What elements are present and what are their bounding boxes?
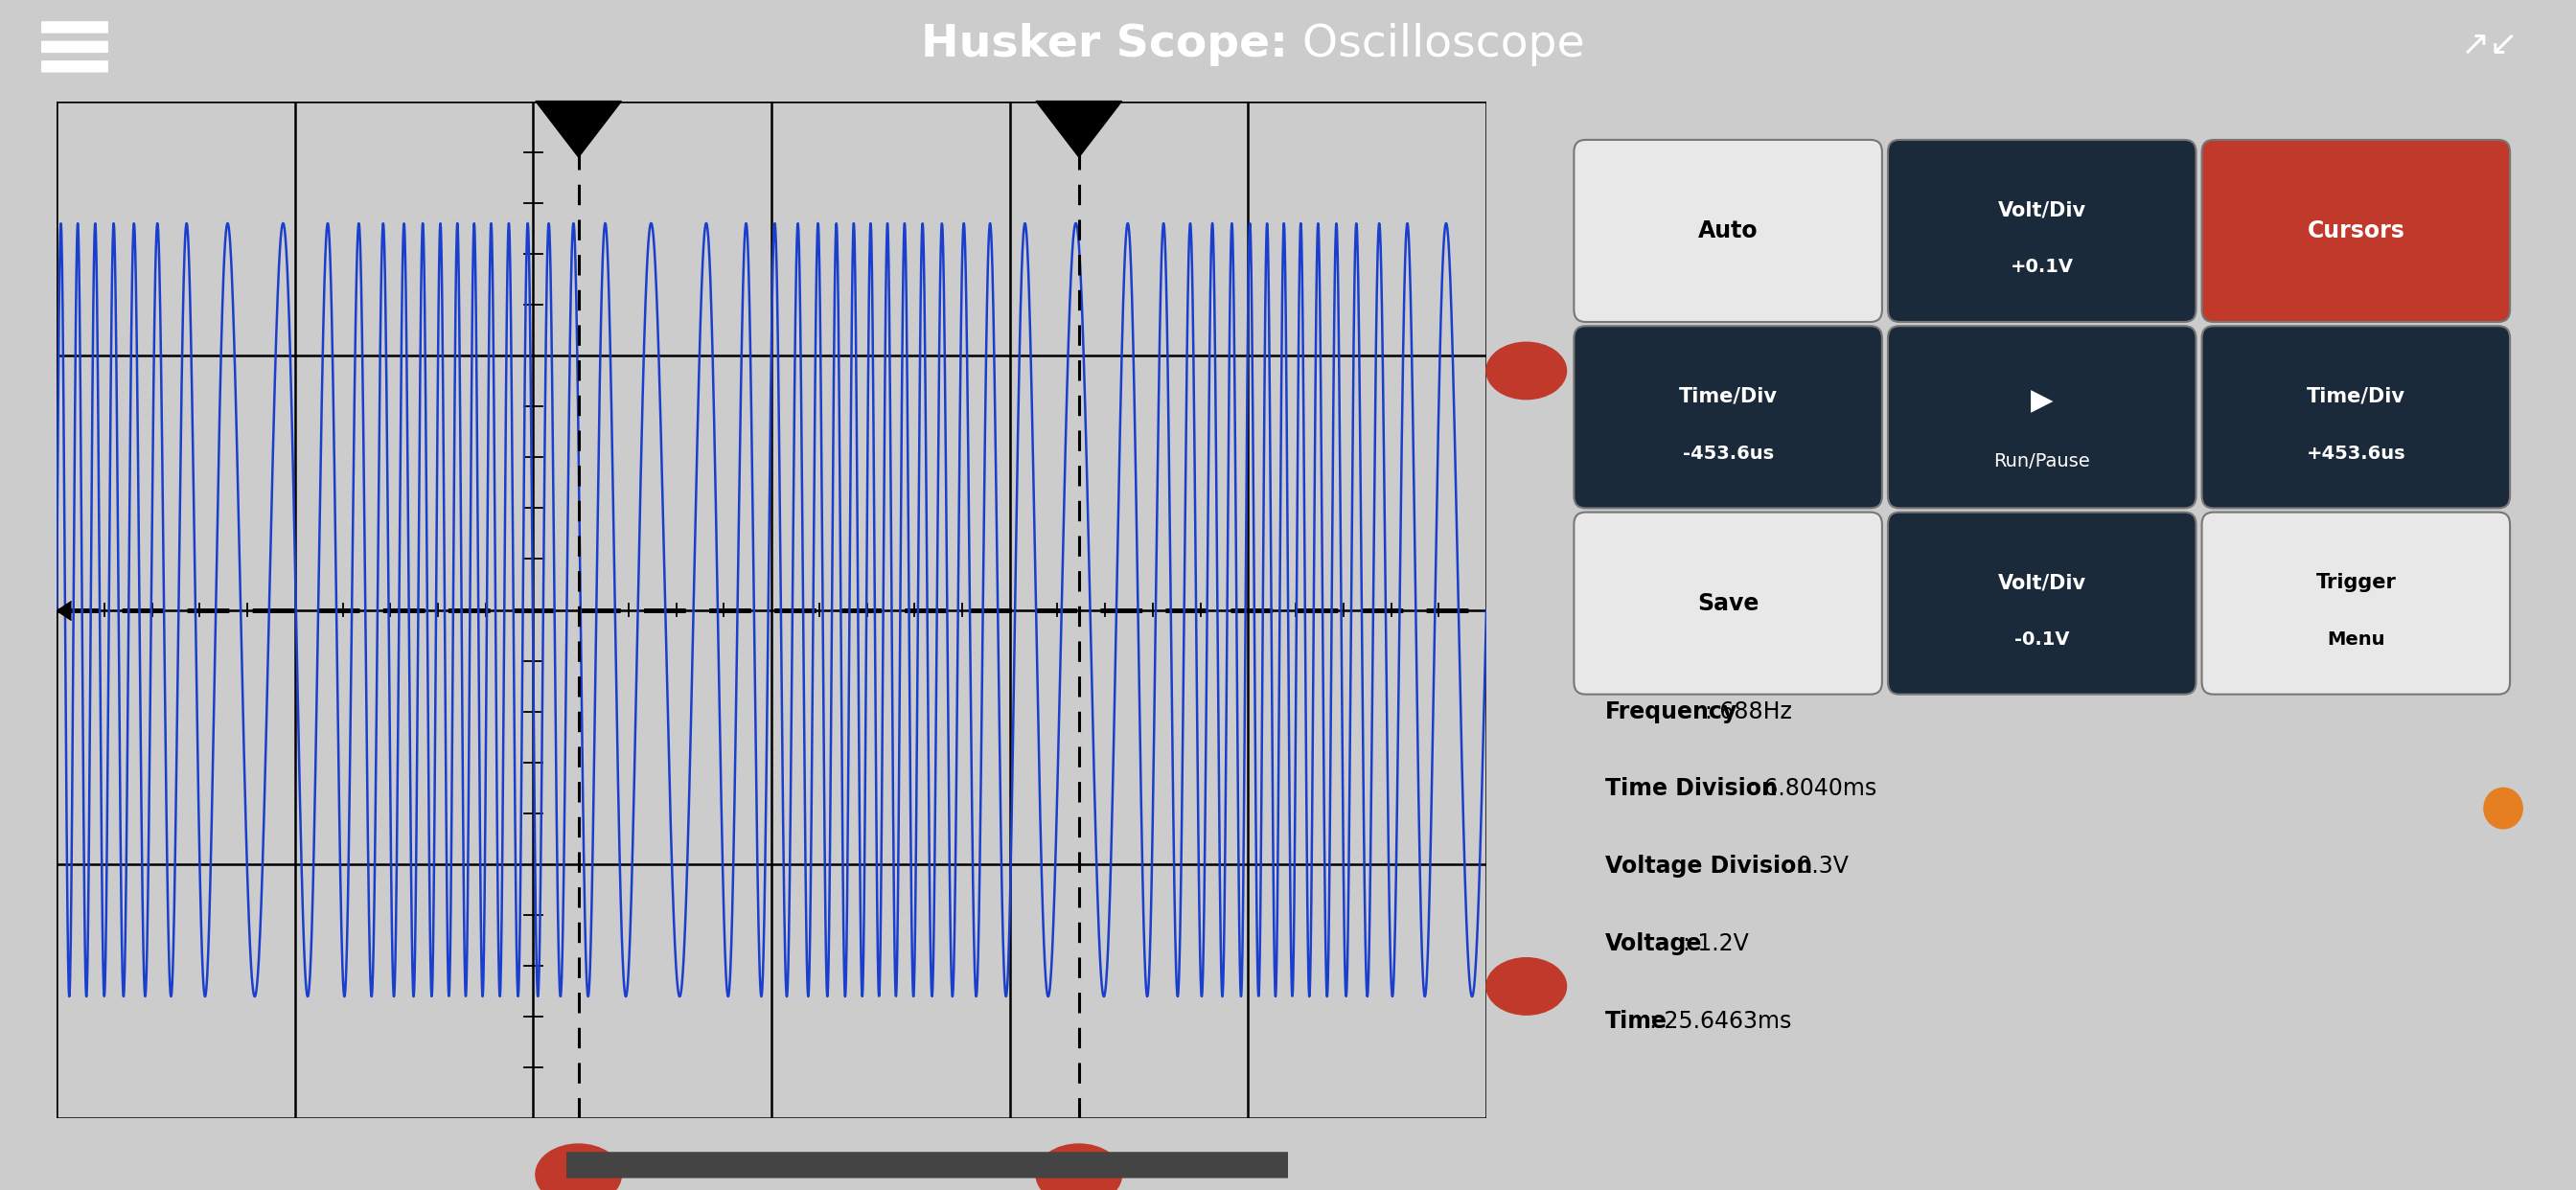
Text: Time Division: Time Division (1605, 777, 1777, 801)
Text: Menu: Menu (2326, 631, 2385, 649)
FancyBboxPatch shape (1574, 326, 1883, 508)
Circle shape (1486, 958, 1566, 1015)
FancyBboxPatch shape (1888, 326, 2195, 508)
FancyBboxPatch shape (41, 21, 108, 33)
Text: -0.1V: -0.1V (2014, 631, 2069, 649)
Text: +453.6us: +453.6us (2306, 444, 2406, 463)
FancyBboxPatch shape (1574, 512, 1883, 694)
FancyBboxPatch shape (531, 1152, 1324, 1178)
Polygon shape (1036, 101, 1121, 157)
Text: Cursors: Cursors (2308, 219, 2406, 243)
Text: Voltage: Voltage (1605, 932, 1703, 956)
Text: : 25.6463ms: : 25.6463ms (1649, 1009, 1790, 1033)
Text: Husker Scope:: Husker Scope: (922, 23, 1288, 67)
Circle shape (1036, 1144, 1121, 1190)
Text: Oscilloscope: Oscilloscope (1288, 23, 1584, 67)
Text: ▶: ▶ (2030, 388, 2053, 415)
Text: Time: Time (1605, 1009, 1667, 1033)
Text: Time/Div: Time/Div (2306, 387, 2406, 406)
Text: Auto: Auto (1698, 219, 1757, 243)
FancyBboxPatch shape (41, 61, 108, 73)
Text: Voltage Division: Voltage Division (1605, 854, 1811, 878)
Polygon shape (536, 101, 621, 157)
Text: Frequency: Frequency (1605, 700, 1736, 724)
FancyBboxPatch shape (41, 40, 108, 52)
Text: Trigger: Trigger (2316, 574, 2396, 593)
FancyBboxPatch shape (2202, 326, 2509, 508)
FancyBboxPatch shape (1888, 512, 2195, 694)
Text: ↗↙: ↗↙ (2460, 29, 2519, 61)
FancyBboxPatch shape (1574, 139, 1883, 322)
Circle shape (536, 1144, 621, 1190)
Text: -453.6us: -453.6us (1682, 444, 1775, 463)
FancyBboxPatch shape (2202, 139, 2509, 322)
Text: +0.1V: +0.1V (2009, 258, 2074, 276)
Text: Save: Save (1698, 591, 1759, 615)
Circle shape (2483, 788, 2522, 828)
Text: : 688Hz: : 688Hz (1705, 700, 1793, 724)
FancyBboxPatch shape (2202, 512, 2509, 694)
Text: Run/Pause: Run/Pause (1994, 452, 2089, 470)
Circle shape (1486, 343, 1566, 400)
Text: : 6.8040ms: : 6.8040ms (1749, 777, 1878, 801)
Text: : 1.2V: : 1.2V (1682, 932, 1749, 956)
Text: Volt/Div: Volt/Div (1999, 574, 2087, 593)
Text: Volt/Div: Volt/Div (1999, 201, 2087, 220)
Text: : 0.3V: : 0.3V (1783, 854, 1850, 878)
FancyBboxPatch shape (1888, 139, 2195, 322)
Text: Time/Div: Time/Div (1680, 387, 1777, 406)
